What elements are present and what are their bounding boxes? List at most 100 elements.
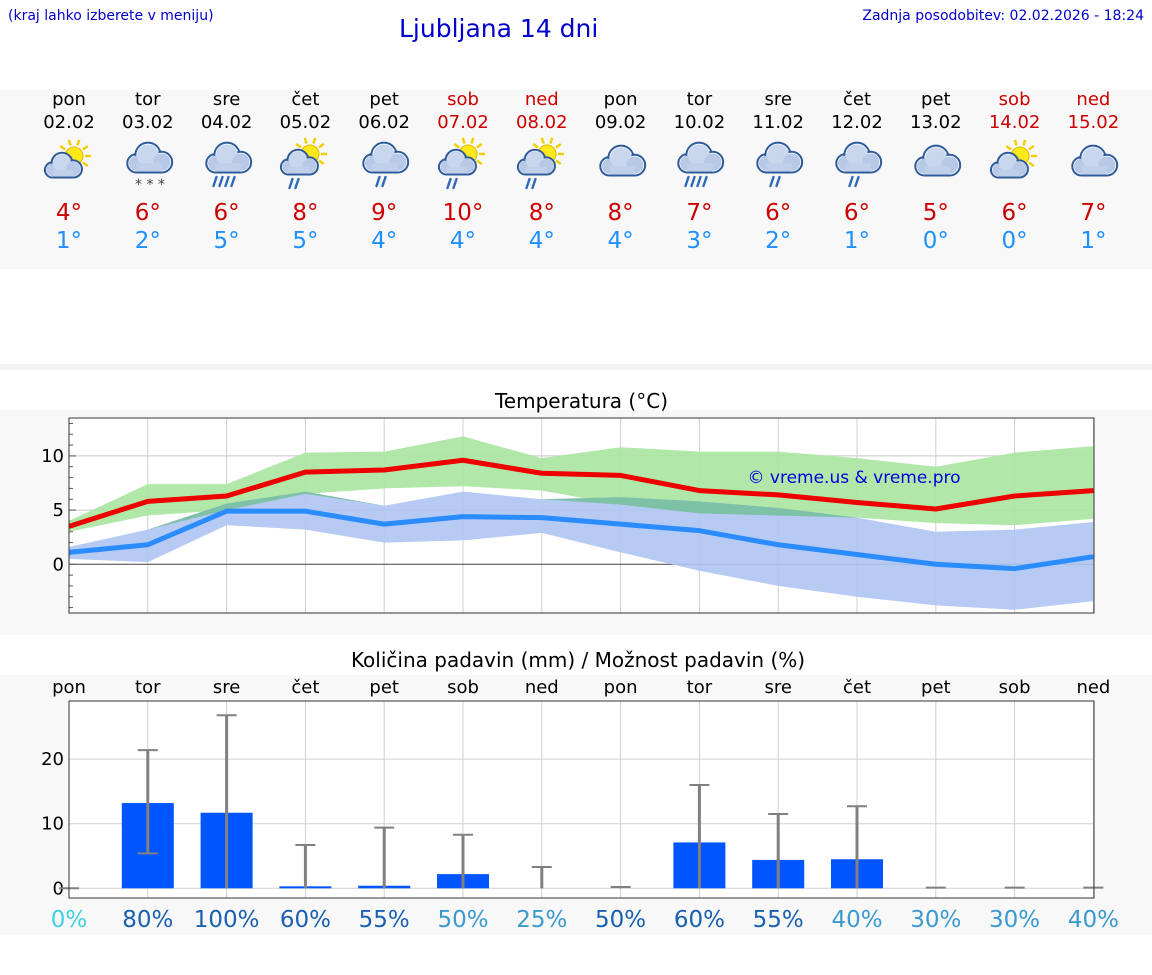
rain-icon (835, 141, 883, 188)
precip-probability-label: 60% (674, 907, 725, 933)
day-name: sob (998, 89, 1031, 110)
cloud-shade (136, 163, 162, 172)
cloud-shade (687, 163, 714, 172)
cloud-shape (914, 144, 961, 177)
rain-icon (362, 141, 410, 188)
x-category-label: čet (291, 677, 319, 698)
temp-min: 5° (292, 228, 319, 254)
sun-ray (549, 137, 554, 144)
forecast-day: sob 14.02 6° 0° (975, 88, 1054, 255)
sun-ray (67, 139, 72, 146)
rain-drop (452, 177, 458, 190)
day-name: čet (842, 89, 872, 110)
temp-max: 4° (55, 200, 83, 226)
forecast-day: tor 03.02 * * * 6° 2° (108, 88, 187, 255)
weather-icon-slot (30, 134, 109, 196)
cloud-shade (609, 166, 635, 175)
cloud-shade (446, 166, 468, 174)
precip-range-whisker (137, 749, 158, 855)
temp-min: 2° (134, 228, 161, 254)
partly-sunny-icon (43, 139, 91, 179)
x-category-label: ned (1076, 677, 1110, 698)
precip-probability-label: 55% (359, 907, 410, 933)
day-date: 12.02 (831, 112, 883, 133)
day-date: 08.02 (516, 112, 568, 133)
day-date: 03.02 (122, 112, 174, 133)
day-name: čet (291, 89, 320, 110)
cloud-shape (835, 141, 883, 174)
weather-icon-slot (266, 134, 345, 196)
x-category-label: sre (213, 677, 240, 698)
temp-min: 4° (528, 228, 555, 254)
sun-ray (461, 137, 466, 144)
sun-ray (476, 159, 483, 166)
cloud-shade (924, 166, 950, 175)
cloud-shade (215, 163, 241, 172)
heavy-rain-icon (677, 141, 725, 188)
weather-icon-slot (660, 134, 739, 196)
temp-max: 6° (213, 200, 240, 226)
chart-title: Temperatura (°C) (494, 389, 668, 413)
temp-max: 8° (528, 200, 555, 226)
sun-ray (1005, 144, 1012, 151)
rain-drop (217, 175, 224, 188)
weather-icon-slot (424, 134, 503, 196)
sun-ray (554, 159, 562, 166)
cloud-shape (204, 141, 252, 174)
snow-icon: * * * (126, 141, 173, 193)
sun-ray (318, 159, 325, 166)
sun-ray (59, 144, 66, 151)
temp-min: 4° (607, 228, 634, 254)
separator (0, 364, 1152, 370)
cloud-shade (372, 163, 398, 172)
sun-ray (312, 137, 317, 144)
temp-min: 2° (765, 228, 792, 254)
x-category-label: pon (52, 677, 86, 698)
forecast-day: ned 15.02 7° 1° (1054, 88, 1133, 255)
day-date: 09.02 (594, 112, 647, 133)
day-name: tor (686, 89, 713, 110)
cloudy-icon (914, 144, 961, 177)
rain-drop (223, 175, 230, 188)
x-category-label: sre (764, 677, 791, 698)
temp-min: 1° (843, 228, 871, 254)
cloud-shape (280, 148, 320, 176)
weather-icon-slot (502, 134, 581, 196)
precip-range-whisker (374, 826, 395, 889)
day-name: tor (135, 89, 161, 110)
max-range-band (69, 436, 1094, 532)
y-tick-label: 0 (53, 554, 64, 575)
weather-icon-slot (975, 134, 1054, 196)
sun-ray (1027, 144, 1035, 151)
cloud-shade (1081, 166, 1108, 175)
precip-probability-label: 30% (989, 907, 1040, 933)
y-tick-label: 10 (41, 446, 64, 467)
x-category-label: tor (135, 677, 161, 698)
day-name: ned (524, 89, 559, 110)
precip-probability-label: 100% (194, 907, 260, 933)
forecast-day: ned 08.02 8° 4° (502, 88, 581, 255)
rain-drop (525, 177, 531, 190)
precip-range-whisker (925, 886, 946, 889)
x-category-label: čet (843, 677, 871, 698)
temp-max: 7° (686, 200, 713, 226)
precip-probability-label: 50% (595, 907, 646, 933)
rain-drop (446, 177, 452, 190)
day-date: 15.02 (1067, 112, 1120, 133)
day-date: 05.02 (279, 112, 332, 133)
cloud-shape (362, 141, 410, 174)
cloud-shape (756, 141, 804, 174)
x-category-label: sob (447, 677, 479, 698)
cloudy-icon (1071, 144, 1119, 177)
day-name: pon (52, 89, 86, 110)
cloud-shape (598, 144, 646, 177)
temp-min: 3° (686, 228, 713, 254)
precip-range-whisker (689, 783, 710, 889)
last-updated: Zadnja posodobitev: 02.02.2026 - 18:24 (862, 8, 1144, 24)
cloud-shape (1071, 144, 1119, 177)
day-date: 06.02 (358, 112, 410, 133)
weather-icon-slot (818, 134, 897, 196)
forecast-day: pet 13.02 5° 0° (896, 88, 975, 255)
precip-probability-label: 0% (51, 907, 88, 933)
sun-ray (82, 161, 89, 168)
